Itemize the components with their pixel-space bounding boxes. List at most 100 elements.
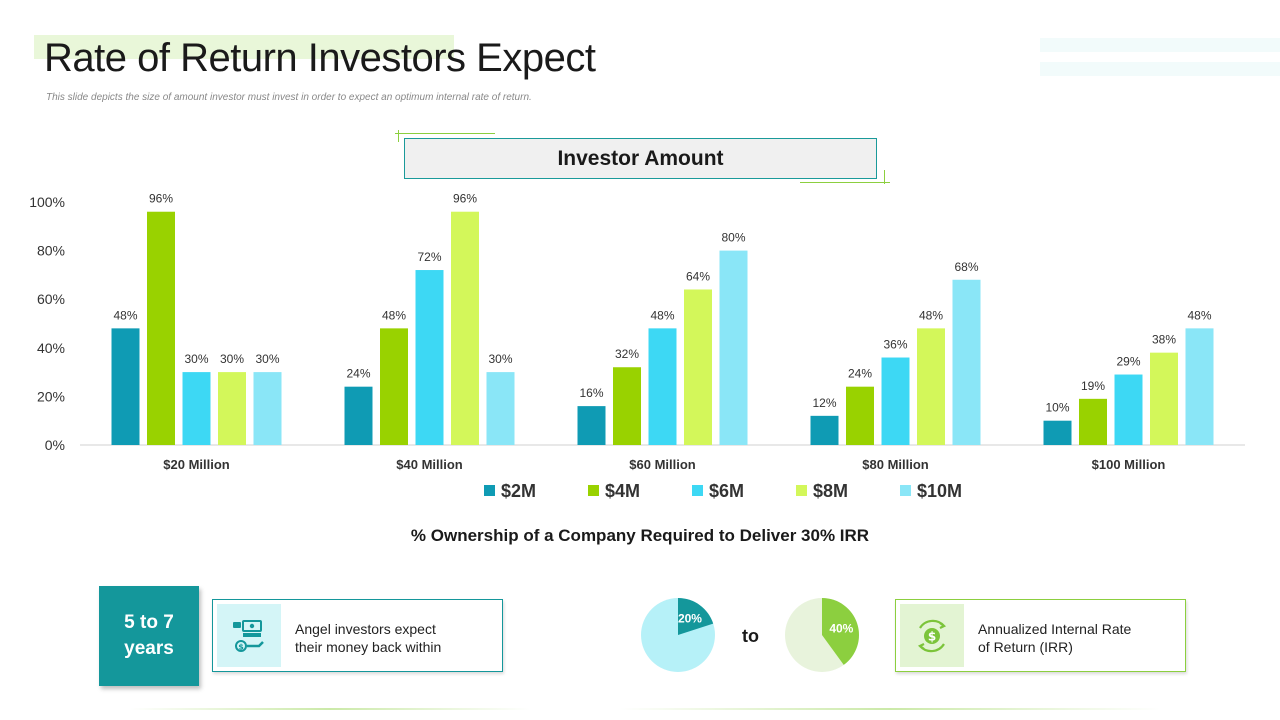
data-label: 16% xyxy=(579,386,603,400)
data-label: 36% xyxy=(883,338,907,352)
bar xyxy=(344,386,373,445)
y-tick-label: 60% xyxy=(37,291,65,307)
page-subtitle: This slide depicts the size of amount in… xyxy=(46,92,532,103)
pie-label: 40% xyxy=(829,622,853,636)
bar xyxy=(684,289,712,445)
irr-text-line: Annualized Internal Rate xyxy=(978,621,1132,637)
decorative-band xyxy=(1040,38,1280,52)
bar xyxy=(577,406,606,445)
decorative-line xyxy=(800,182,890,183)
data-label: 80% xyxy=(721,231,745,245)
bar xyxy=(613,367,641,445)
bar xyxy=(1114,374,1143,445)
connector-text: to xyxy=(742,626,759,646)
data-label: 68% xyxy=(954,260,978,274)
bar-chart: 0% 20% 40% 60% 80% 100% 48% 96% 30% 30% 30% $20 Mil… xyxy=(29,192,1245,501)
decorative-line xyxy=(130,708,530,710)
bar xyxy=(719,250,748,445)
data-label: 30% xyxy=(184,352,208,366)
angel-text-line: Angel investors expect xyxy=(295,621,436,637)
data-label: 24% xyxy=(346,367,370,381)
decorative-line xyxy=(398,130,399,142)
x-tick-label: $20 Million xyxy=(163,457,230,472)
bar xyxy=(451,211,479,445)
page-title: Rate of Return Investors Expect xyxy=(44,36,596,80)
pie-high: 40% xyxy=(785,598,859,672)
bar xyxy=(182,372,211,445)
y-tick-label: 80% xyxy=(37,243,65,259)
data-label: 30% xyxy=(220,352,244,366)
angel-text-line: their money back within xyxy=(295,639,442,655)
legend-swatch xyxy=(484,485,495,496)
bar xyxy=(1043,420,1072,445)
bar xyxy=(1150,352,1178,445)
legend-label: $10M xyxy=(917,481,962,501)
bar xyxy=(810,415,839,445)
irr-text-line: of Return (IRR) xyxy=(978,639,1073,655)
bar xyxy=(147,211,175,445)
bar xyxy=(380,328,408,445)
data-label: 64% xyxy=(686,269,710,283)
data-label: 48% xyxy=(382,308,406,322)
legend-label: $2M xyxy=(501,481,536,501)
years-badge-line: 5 to 7 xyxy=(124,612,174,633)
bar xyxy=(486,372,515,445)
data-label: 48% xyxy=(113,308,137,322)
decorative-line xyxy=(620,708,1160,710)
data-label: 48% xyxy=(1187,308,1211,322)
decorative-line xyxy=(884,170,885,184)
legend-label: $4M xyxy=(605,481,640,501)
legend-swatch xyxy=(588,485,599,496)
bar xyxy=(1079,398,1107,445)
x-axis-caption: % Ownership of a Company Required to Del… xyxy=(410,526,870,545)
x-tick-label: $80 Million xyxy=(862,457,929,472)
data-label: 72% xyxy=(417,250,441,264)
bar xyxy=(253,372,282,445)
legend-swatch xyxy=(900,485,911,496)
irr-card: $ Annualized Internal Rate of Return (IR… xyxy=(895,599,1186,672)
data-label: 30% xyxy=(488,352,512,366)
bar xyxy=(917,328,945,445)
x-tick-label: $100 Million xyxy=(1092,457,1166,472)
x-tick-label: $40 Million xyxy=(396,457,463,472)
data-label: 19% xyxy=(1081,379,1105,393)
data-label: 32% xyxy=(615,347,639,361)
data-label: 29% xyxy=(1116,355,1140,369)
svg-text:$: $ xyxy=(238,642,244,651)
bar xyxy=(648,328,677,445)
data-label: 30% xyxy=(255,352,279,366)
chart-title: Investor Amount xyxy=(404,138,877,179)
svg-text:$: $ xyxy=(928,629,936,643)
decorative-line xyxy=(395,133,495,134)
data-label: 24% xyxy=(848,367,872,381)
y-tick-label: 0% xyxy=(45,437,65,453)
pie-slice xyxy=(822,598,859,665)
data-label: 10% xyxy=(1045,401,1069,415)
pie-label: 20% xyxy=(678,612,702,626)
legend-label: $8M xyxy=(813,481,848,501)
title-accent xyxy=(34,35,454,59)
years-badge: 5 to 7 years xyxy=(99,586,199,686)
bar xyxy=(881,357,910,445)
data-label: 38% xyxy=(1152,333,1176,347)
y-tick-label: 20% xyxy=(37,388,65,404)
legend-label: $6M xyxy=(709,481,744,501)
angel-investor-card: $ Angel investors expect their money bac… xyxy=(212,599,503,672)
data-label: 48% xyxy=(650,308,674,322)
bar xyxy=(111,328,140,445)
decorative-band xyxy=(1040,62,1280,76)
data-label: 48% xyxy=(919,308,943,322)
legend-swatch xyxy=(796,485,807,496)
data-label: 96% xyxy=(453,192,477,206)
bar xyxy=(1185,328,1214,445)
pie-slice xyxy=(678,598,714,635)
bar xyxy=(218,372,246,445)
y-tick-label: 40% xyxy=(37,340,65,356)
bar xyxy=(415,270,444,445)
years-badge-line: years xyxy=(124,638,174,659)
data-label: 96% xyxy=(149,192,173,206)
dollar-cycle-icon: $ xyxy=(900,604,964,667)
legend-swatch xyxy=(692,485,703,496)
y-tick-label: 100% xyxy=(29,194,65,210)
x-tick-label: $60 Million xyxy=(629,457,696,472)
